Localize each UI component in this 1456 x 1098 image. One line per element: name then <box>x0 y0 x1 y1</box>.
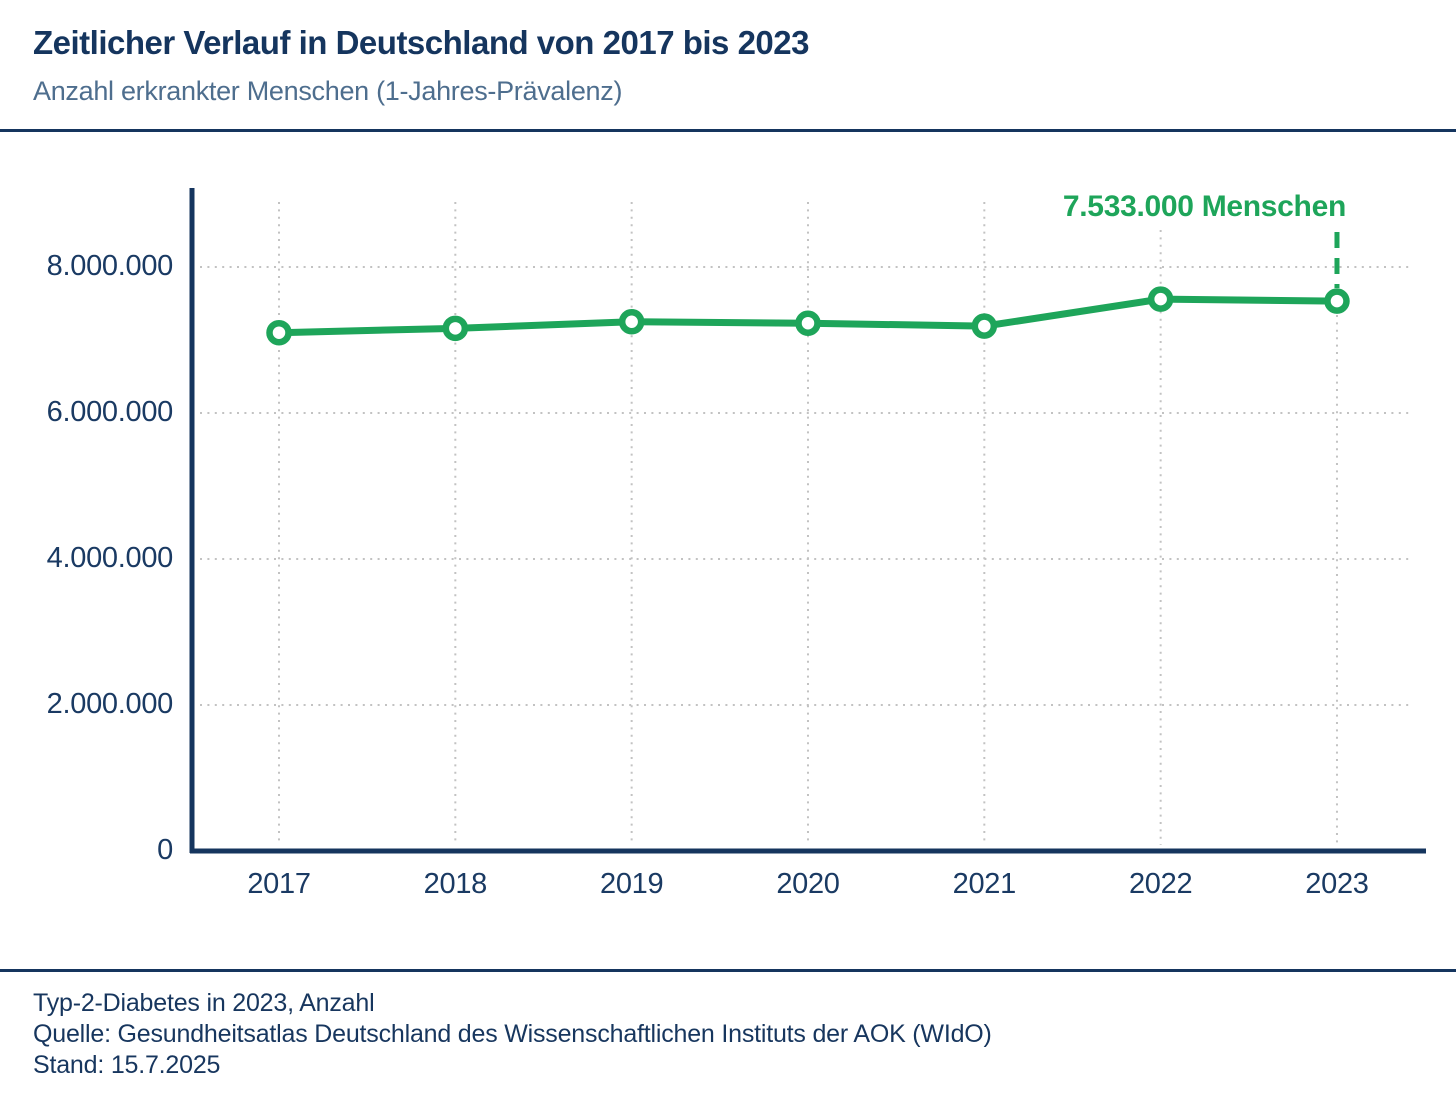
x-tick-label: 2020 <box>776 868 840 900</box>
data-point-2021 <box>971 313 998 339</box>
y-tick-label: 0 <box>157 833 173 866</box>
data-point-2020 <box>795 310 821 336</box>
data-point-2022 <box>1147 286 1174 312</box>
x-tick-label: 2018 <box>423 868 488 900</box>
footer-indicator-line: Typ-2-Diabetes in 2023, Anzahl <box>33 989 375 1017</box>
footer-date-line: Stand: 15.7.2025 <box>33 1051 221 1079</box>
y-tick-label: 4.000.000 <box>46 541 174 574</box>
data-point-2019 <box>618 309 645 335</box>
x-tick-label: 2021 <box>952 868 1017 900</box>
data-point-2018 <box>442 315 469 342</box>
chart-subtitle: Anzahl erkrankter Menschen (1-Jahres-Prä… <box>33 76 623 106</box>
y-tick-label: 6.000.000 <box>46 395 174 428</box>
data-point-annotation: 7.533.000 Menschen <box>1062 190 1346 223</box>
bottom-divider <box>0 969 1456 972</box>
y-tick-label: 8.000.000 <box>46 249 174 282</box>
y-tick-label: 2.000.000 <box>46 687 174 720</box>
footer: Typ-2-Diabetes in 2023, Anzahl Quelle: G… <box>33 988 992 1081</box>
top-divider <box>0 129 1456 132</box>
x-tick-label: 2019 <box>599 868 664 900</box>
data-point-2017 <box>266 319 292 346</box>
x-tick-label: 2023 <box>1305 868 1369 900</box>
chart-title: Zeitlicher Verlauf in Deutschland von 20… <box>33 24 809 61</box>
x-tick-label: 2017 <box>247 868 311 900</box>
x-tick-label: 2022 <box>1128 868 1193 900</box>
data-point-2023 <box>1324 288 1350 314</box>
footer-source-line: Quelle: Gesundheitsatlas Deutschland des… <box>33 1020 992 1048</box>
